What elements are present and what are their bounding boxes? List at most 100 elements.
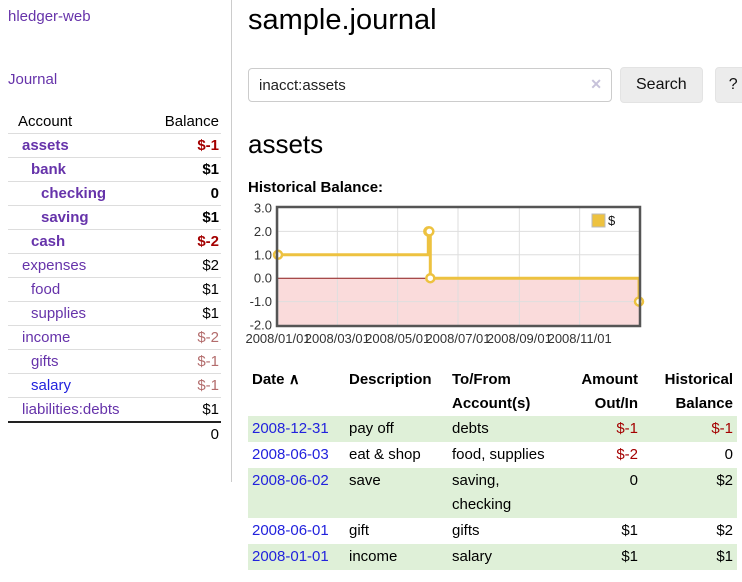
th-accounts: To/From Account(s) <box>452 371 531 412</box>
app-title-link[interactable]: hledger-web <box>8 8 91 25</box>
chart-title: Historical Balance: <box>248 179 384 196</box>
account-link-supplies[interactable]: supplies <box>31 305 87 322</box>
account-name-cell: expenses <box>8 253 149 278</box>
account-link-expenses[interactable]: expenses <box>22 257 87 274</box>
accounts-table: Account Balance assets $-1 bank $1 checking 0… <box>8 110 221 446</box>
txn-historical-balance: 0 <box>724 446 733 463</box>
txn-description: eat & shop <box>349 446 421 463</box>
sidebar-item-journal[interactable]: Journal <box>8 71 58 88</box>
y-axis-tick-label: 0.0 <box>254 271 272 286</box>
account-name-cell: assets <box>8 133 149 158</box>
txn-date-link[interactable]: 2008-06-03 <box>252 446 329 463</box>
account-name-cell: saving <box>8 205 149 230</box>
account-balance: $1 <box>148 397 221 422</box>
account-balance: 0 <box>148 181 221 206</box>
account-balance: $1 <box>148 205 221 230</box>
txn-accounts: food, supplies <box>452 446 545 463</box>
txn-date-cell: 2008-12-31 <box>248 416 345 442</box>
txn-date-cell: 2008-06-03 <box>248 442 345 468</box>
transactions-table: Date ∧ Description To/From Account(s) Am… <box>248 368 737 570</box>
x-axis-tick-label: 2008/03/01 <box>305 331 370 346</box>
search-input[interactable] <box>248 68 612 102</box>
page-title: sample.journal <box>248 4 437 36</box>
historical-balance-chart: 2008/01/012008/03/012008/05/012008/07/01… <box>245 201 645 346</box>
account-row: bank $1 <box>8 157 221 182</box>
transaction-row: 2008-01-01 income salary $1 $1 <box>248 544 737 570</box>
account-name-cell: gifts <box>8 349 149 374</box>
txn-date-cell: 2008-06-02 <box>248 468 345 518</box>
account-link-liabilities:debts[interactable]: liabilities:debts <box>22 401 120 418</box>
y-axis-tick-label: 2.0 <box>254 224 272 239</box>
search-button[interactable]: Search <box>620 67 703 103</box>
account-link-saving[interactable]: saving <box>41 209 89 226</box>
txn-date-link[interactable]: 2008-06-01 <box>252 522 329 539</box>
app-window: hledger-web Journal Account Balance asse… <box>0 0 742 570</box>
account-balance: $-2 <box>148 229 221 254</box>
txn-amount: $1 <box>621 522 638 539</box>
txn-description: pay off <box>349 420 394 437</box>
accounts-total-balance: 0 <box>148 421 221 446</box>
x-axis-tick-label: 2008/05/01 <box>365 331 430 346</box>
txn-accounts: debts <box>452 420 489 437</box>
th-date-sortable[interactable]: Date ∧ <box>248 368 345 416</box>
x-axis-tick-label: 2008/11/01 <box>548 331 612 346</box>
th-historical-balance: Historical Balance <box>664 371 733 412</box>
account-link-assets[interactable]: assets <box>22 137 69 154</box>
txn-date-link[interactable]: 2008-06-02 <box>252 472 329 489</box>
txn-historical-balance: $2 <box>716 522 733 539</box>
sidebar: hledger-web Journal Account Balance asse… <box>0 0 232 482</box>
txn-amount: 0 <box>629 472 638 489</box>
transactions-header-row: Date ∧ Description To/From Account(s) Am… <box>248 368 737 416</box>
transaction-row: 2008-06-03 eat & shop food, supplies $-2 0 <box>248 442 737 468</box>
y-axis-tick-label: -2.0 <box>250 318 272 333</box>
account-link-gifts[interactable]: gifts <box>31 353 59 370</box>
x-axis-tick-label: 2008/01/01 <box>245 331 310 346</box>
account-name-cell: income <box>8 325 149 350</box>
account-balance: $1 <box>148 301 221 326</box>
account-row: food $1 <box>8 277 221 302</box>
account-balance: $-2 <box>148 325 221 350</box>
account-balance: $-1 <box>148 349 221 374</box>
account-row: expenses $2 <box>8 253 221 278</box>
account-name-cell: salary <box>8 373 149 398</box>
account-link-salary[interactable]: salary <box>31 377 72 394</box>
account-link-checking[interactable]: checking <box>41 185 107 202</box>
x-axis-tick-label: 2008/07/01 <box>425 331 490 346</box>
account-name-cell: food <box>8 277 149 302</box>
accounts-total-row: 0 <box>8 421 221 446</box>
account-link-bank[interactable]: bank <box>31 161 67 178</box>
accounts-header-row: Account Balance <box>8 110 221 134</box>
th-date-label: Date <box>252 371 285 388</box>
txn-amount: $-2 <box>616 446 638 463</box>
txn-description: save <box>349 472 381 489</box>
txn-description: gift <box>349 522 370 539</box>
clear-search-icon[interactable]: ✕ <box>590 76 602 92</box>
txn-historical-balance: $1 <box>716 548 733 565</box>
account-row: saving $1 <box>8 205 221 230</box>
txn-amount: $1 <box>621 548 638 565</box>
account-link-income[interactable]: income <box>22 329 71 346</box>
th-description: Description <box>349 371 432 388</box>
txn-description: income <box>349 548 398 565</box>
account-balance: $2 <box>148 253 221 278</box>
accounts-header-balance: Balance <box>164 113 219 130</box>
account-row: gifts $-1 <box>8 349 221 374</box>
txn-date-cell: 2008-01-01 <box>248 544 345 570</box>
data-point-marker <box>424 226 435 237</box>
account-row: liabilities:debts $1 <box>8 397 221 422</box>
account-name-cell: supplies <box>8 301 149 326</box>
y-axis-tick-label: 1.0 <box>254 247 272 262</box>
account-link-food[interactable]: food <box>31 281 61 298</box>
account-row: income $-2 <box>8 325 221 350</box>
txn-accounts: gifts <box>452 522 480 539</box>
txn-date-link[interactable]: 2008-12-31 <box>252 420 329 437</box>
account-link-cash[interactable]: cash <box>31 233 66 250</box>
th-amount: Amount Out/In <box>581 371 638 412</box>
help-button[interactable]: ? <box>714 67 742 103</box>
account-balance: $1 <box>148 277 221 302</box>
y-axis-tick-label: -1.0 <box>250 294 272 309</box>
sort-ascending-icon: ∧ <box>288 371 300 388</box>
account-name-cell: cash <box>8 229 149 254</box>
account-balance: $-1 <box>148 373 221 398</box>
txn-date-link[interactable]: 2008-01-01 <box>252 548 329 565</box>
